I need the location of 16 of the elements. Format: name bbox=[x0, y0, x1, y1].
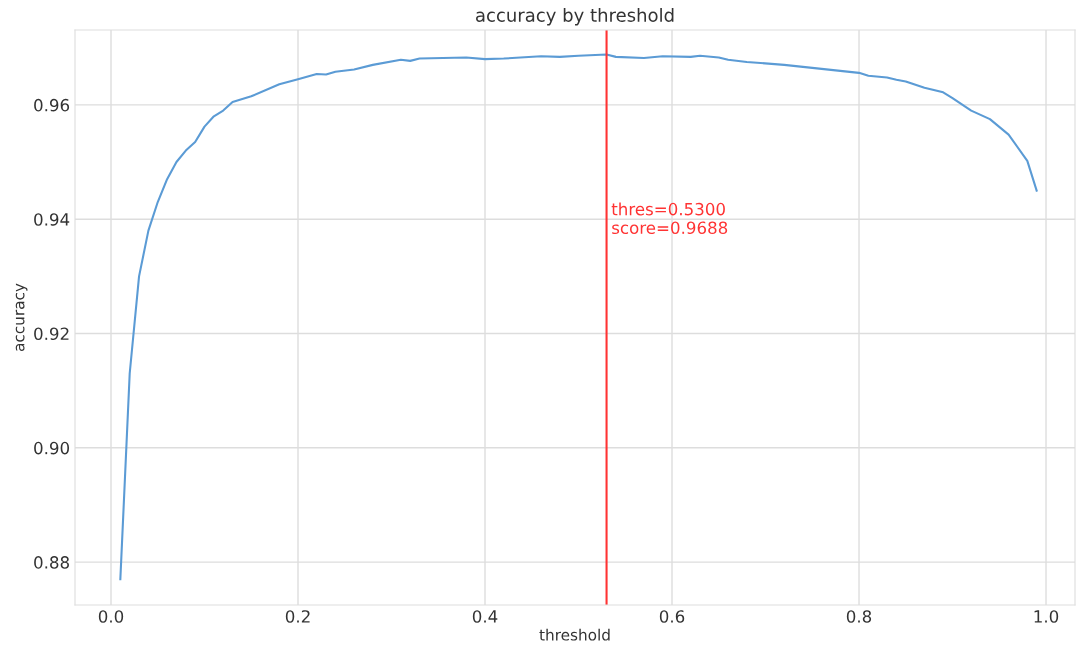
x-tick-label: 0.0 bbox=[98, 610, 124, 623]
x-axis-title: threshold bbox=[539, 628, 610, 641]
y-tick-label: 0.94 bbox=[34, 213, 70, 226]
y-tick-label: 0.88 bbox=[34, 556, 69, 569]
line-series bbox=[119, 53, 1038, 581]
x-tick-label: 0.2 bbox=[285, 610, 310, 623]
x-tick-label: 0.8 bbox=[846, 610, 872, 623]
y-tick-label: 0.90 bbox=[34, 441, 70, 455]
x-tick-label: 0.6 bbox=[659, 610, 685, 623]
x-tick-label: 0.4 bbox=[472, 610, 498, 623]
y-tick-label: 0.96 bbox=[34, 98, 70, 112]
chart-title: accuracy by threshold bbox=[476, 7, 674, 26]
y-tick-label: 0.92 bbox=[34, 327, 69, 341]
ref-line-label: thres=0.5300 score=0.9688 bbox=[611, 202, 728, 235]
y-axis-title: accuracy bbox=[15, 283, 28, 352]
x-tick-label: 1.0 bbox=[1034, 610, 1059, 623]
